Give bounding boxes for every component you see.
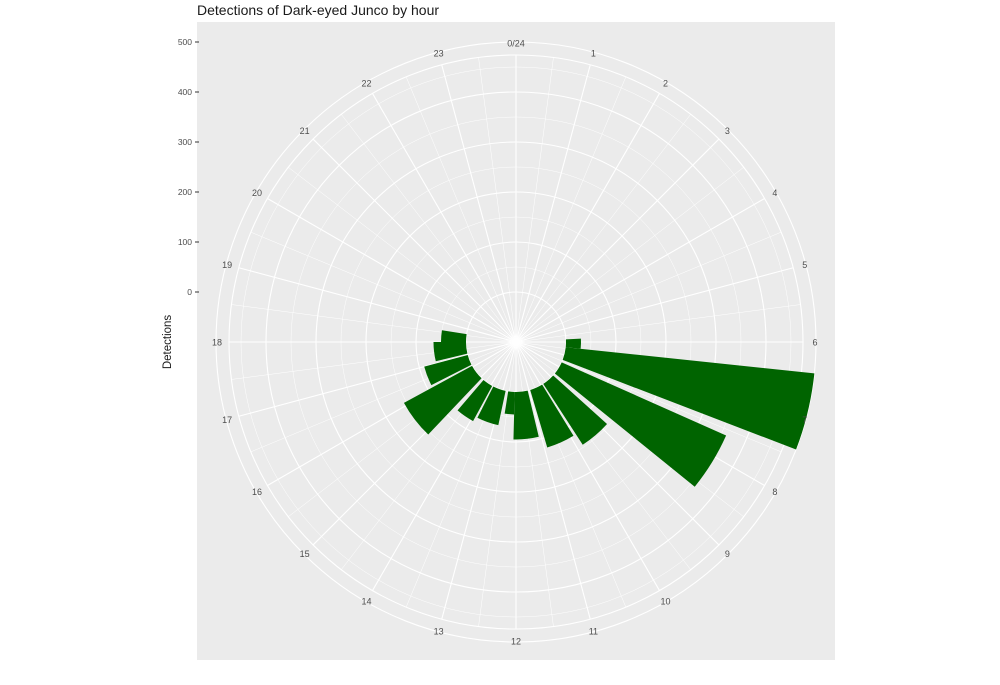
angle-tick-label: 23 bbox=[434, 49, 444, 59]
grid-spoke-major bbox=[312, 341, 517, 546]
grid-spoke-minor bbox=[515, 341, 554, 627]
grid-spoke-minor bbox=[515, 304, 801, 343]
angle-tick-label: 14 bbox=[361, 596, 371, 606]
grid-spoke-major bbox=[267, 198, 517, 343]
grid-spoke-minor bbox=[478, 57, 517, 343]
grid-spoke-major bbox=[515, 341, 720, 546]
angle-tick-label: 22 bbox=[361, 79, 371, 89]
grid-spoke-major bbox=[238, 267, 517, 343]
angle-tick-label: 11 bbox=[589, 626, 598, 636]
grid-spoke-minor bbox=[341, 341, 517, 570]
grid-spoke-major bbox=[515, 267, 794, 343]
angle-tick-label: 18 bbox=[212, 338, 222, 348]
grid-spoke-major bbox=[267, 341, 517, 486]
angle-tick-label: 19 bbox=[222, 260, 232, 270]
grid-spoke-major bbox=[515, 93, 660, 343]
grid-spoke-minor bbox=[405, 76, 517, 343]
bar-hour-1 bbox=[562, 347, 815, 450]
angle-tick-label: 13 bbox=[434, 626, 444, 636]
chart-title: Detections of Dark-eyed Junco by hour bbox=[197, 2, 440, 18]
grid-spoke-minor bbox=[250, 231, 517, 343]
y-tick-label: 500 bbox=[178, 37, 192, 47]
bar-hour-12 bbox=[441, 330, 467, 342]
grid-spoke-minor bbox=[515, 341, 782, 453]
bar-hour-6 bbox=[504, 391, 515, 415]
bar-hour-7 bbox=[477, 386, 506, 426]
grid-spoke-minor bbox=[515, 341, 691, 570]
bar-hour-11 bbox=[433, 342, 468, 362]
angle-tick-label: 7 bbox=[802, 415, 807, 425]
bar-hour-8 bbox=[457, 380, 493, 422]
grid-spoke-major bbox=[441, 64, 517, 343]
angle-tick-label: 9 bbox=[725, 549, 730, 559]
bar-hour-4 bbox=[530, 384, 574, 448]
grid-spoke-major bbox=[515, 198, 765, 343]
bar-hour-2 bbox=[554, 362, 727, 487]
angle-tick-label: 4 bbox=[772, 188, 777, 198]
grid-spoke-minor bbox=[288, 167, 517, 343]
angle-tick-label: 20 bbox=[252, 188, 262, 198]
grid-spoke-minor bbox=[515, 167, 744, 343]
y-tick-label: 400 bbox=[178, 87, 192, 97]
grid-spoke-minor bbox=[341, 114, 517, 343]
angle-tick-label: 3 bbox=[725, 126, 730, 136]
grid-spoke-major bbox=[515, 341, 660, 591]
grid-spoke-minor bbox=[231, 304, 517, 343]
grid-spoke-minor bbox=[478, 341, 517, 627]
angle-tick-label: 5 bbox=[802, 260, 807, 270]
grid-spoke-major bbox=[372, 93, 517, 343]
angle-tick-label: 21 bbox=[300, 126, 310, 136]
y-tick-label: 200 bbox=[178, 187, 192, 197]
grid-spoke-minor bbox=[515, 114, 691, 343]
angle-tick-label: 15 bbox=[300, 549, 310, 559]
angle-tick-label: 17 bbox=[222, 415, 232, 425]
grid-layer bbox=[215, 41, 817, 643]
y-tick-label: 0 bbox=[187, 287, 192, 297]
grid-spoke-minor bbox=[405, 341, 517, 608]
angle-tick-label: 10 bbox=[660, 596, 670, 606]
bar-layer bbox=[403, 330, 815, 487]
bar-hour-3 bbox=[543, 375, 608, 445]
grid-spoke-major bbox=[515, 64, 591, 343]
grid-spoke-minor bbox=[515, 76, 627, 343]
angle-tick-label: 2 bbox=[663, 79, 668, 89]
grid-spoke-minor bbox=[288, 341, 517, 517]
y-tick-label: 300 bbox=[178, 137, 192, 147]
grid-spoke-minor bbox=[515, 57, 554, 343]
y-tick-label: 100 bbox=[178, 237, 192, 247]
grid-spoke-major bbox=[238, 341, 517, 417]
grid-spoke-minor bbox=[250, 341, 517, 453]
grid-spoke-minor bbox=[515, 341, 627, 608]
grid-spoke-major bbox=[515, 138, 720, 343]
grid-spoke-minor bbox=[515, 231, 782, 343]
label-layer: 0/24123456789101112131415161718192021222… bbox=[178, 37, 818, 647]
grid-spoke-major bbox=[515, 341, 591, 620]
grid-spoke-major bbox=[372, 341, 517, 591]
angle-tick-label: 8 bbox=[772, 487, 777, 497]
bar-hour-9 bbox=[403, 365, 482, 435]
grid-spoke-major bbox=[441, 341, 517, 620]
angle-tick-label: 1 bbox=[591, 49, 596, 59]
angle-tick-label: 16 bbox=[252, 487, 262, 497]
grid-spoke-major bbox=[312, 138, 517, 343]
bar-hour-10 bbox=[424, 354, 472, 386]
bar-hour-0 bbox=[565, 338, 582, 349]
angle-tick-label: 12 bbox=[511, 637, 521, 647]
angle-tick-label: 6 bbox=[812, 338, 817, 348]
grid-spoke-minor bbox=[231, 341, 517, 380]
angle-tick-label: 0/24 bbox=[507, 39, 525, 49]
bar-hour-5 bbox=[513, 390, 539, 440]
grid-ring-major bbox=[215, 41, 817, 643]
